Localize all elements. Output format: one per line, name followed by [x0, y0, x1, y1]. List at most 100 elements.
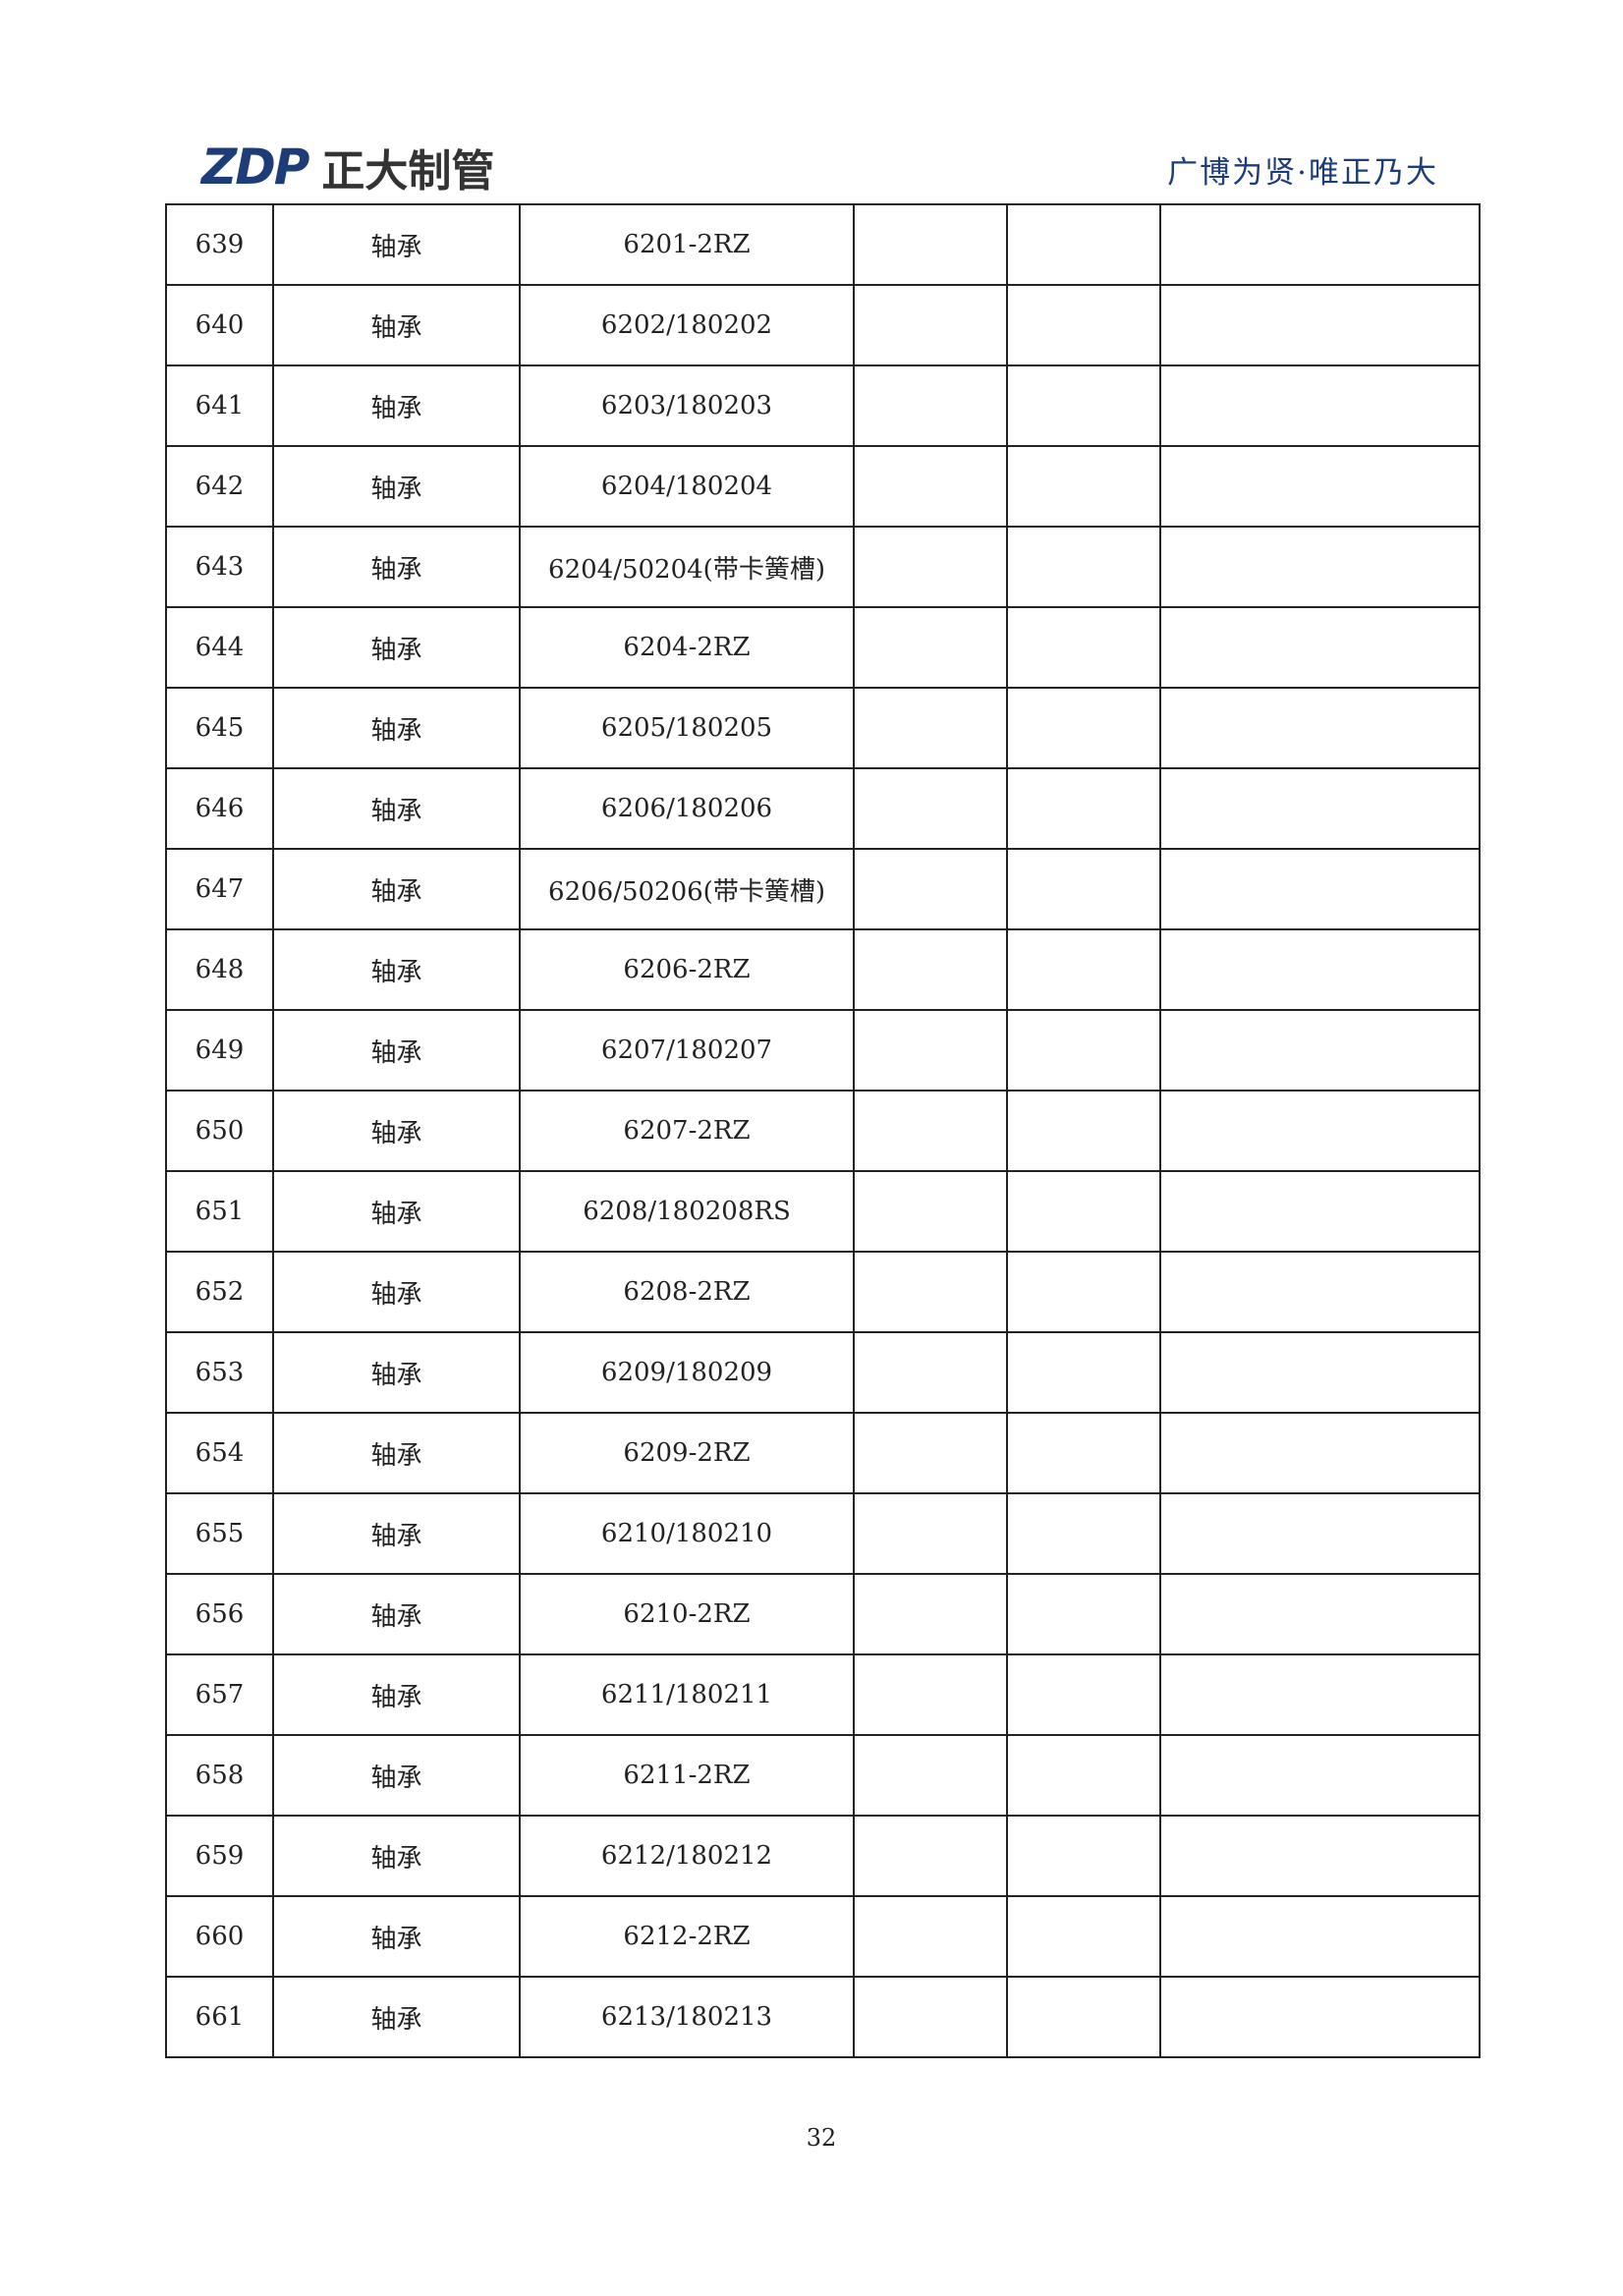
table-row: 658 轴承 6211-2RZ — [165, 1734, 1481, 1817]
slogan: 广博为贤·唯正乃大 — [1167, 155, 1438, 191]
item-model: 6213/180213 — [519, 1976, 855, 2058]
empty-cell — [1006, 526, 1161, 608]
item-number: 650 — [165, 1090, 274, 1172]
item-number: 647 — [165, 848, 274, 930]
table-row: 640 轴承 6202/180202 — [165, 284, 1481, 366]
empty-cell — [1159, 1653, 1481, 1736]
empty-cell — [1006, 1976, 1161, 2058]
table-row: 655 轴承 6210/180210 — [165, 1492, 1481, 1575]
item-name: 轴承 — [272, 1090, 521, 1172]
table-row: 643 轴承 6204/50204(带卡簧槽) — [165, 526, 1481, 608]
item-number: 656 — [165, 1573, 274, 1655]
empty-cell — [1006, 767, 1161, 850]
empty-cell — [1006, 1492, 1161, 1575]
empty-cell — [1006, 1815, 1161, 1897]
item-number: 644 — [165, 606, 274, 689]
item-number: 659 — [165, 1815, 274, 1897]
item-model: 6210-2RZ — [519, 1573, 855, 1655]
table-row: 660 轴承 6212-2RZ — [165, 1895, 1481, 1978]
empty-cell — [853, 364, 1008, 447]
empty-cell — [1159, 1170, 1481, 1253]
empty-cell — [1006, 364, 1161, 447]
empty-cell — [1159, 1815, 1481, 1897]
empty-cell — [1159, 606, 1481, 689]
empty-cell — [1159, 1895, 1481, 1978]
item-number: 658 — [165, 1734, 274, 1817]
empty-cell — [853, 1653, 1008, 1736]
logo-text: 正大制管 — [321, 146, 495, 196]
table-body: 639 轴承 6201-2RZ 640 轴承 6202/180202 641 轴承 6203/1… — [165, 203, 1481, 2058]
page-number: 32 — [806, 2124, 837, 2152]
empty-cell — [1159, 364, 1481, 447]
table-row: 659 轴承 6212/180212 — [165, 1815, 1481, 1897]
empty-cell — [1006, 606, 1161, 689]
item-name: 轴承 — [272, 1653, 521, 1736]
item-number: 661 — [165, 1976, 274, 2058]
table-row: 654 轴承 6209-2RZ — [165, 1412, 1481, 1494]
table-row: 646 轴承 6206/180206 — [165, 767, 1481, 850]
item-name: 轴承 — [272, 1170, 521, 1253]
item-model: 6208/180208RS — [519, 1170, 855, 1253]
empty-cell — [1159, 284, 1481, 366]
item-number: 642 — [165, 445, 274, 528]
empty-cell — [1006, 687, 1161, 769]
item-name: 轴承 — [272, 284, 521, 366]
empty-cell — [853, 1090, 1008, 1172]
item-model: 6204/180204 — [519, 445, 855, 528]
empty-cell — [1159, 928, 1481, 1011]
table-row: 657 轴承 6211/180211 — [165, 1653, 1481, 1736]
table-row: 645 轴承 6205/180205 — [165, 687, 1481, 769]
item-model: 6209/180209 — [519, 1331, 855, 1414]
empty-cell — [1159, 203, 1481, 286]
item-number: 657 — [165, 1653, 274, 1736]
item-name: 轴承 — [272, 1412, 521, 1494]
item-number: 654 — [165, 1412, 274, 1494]
table-row: 652 轴承 6208-2RZ — [165, 1251, 1481, 1333]
item-model: 6202/180202 — [519, 284, 855, 366]
empty-cell — [853, 1251, 1008, 1333]
empty-cell — [853, 1492, 1008, 1575]
item-model: 6210/180210 — [519, 1492, 855, 1575]
item-model: 6204-2RZ — [519, 606, 855, 689]
item-name: 轴承 — [272, 445, 521, 528]
empty-cell — [1006, 1734, 1161, 1817]
item-name: 轴承 — [272, 1895, 521, 1978]
empty-cell — [853, 1734, 1008, 1817]
empty-cell — [853, 928, 1008, 1011]
table-row: 641 轴承 6203/180203 — [165, 364, 1481, 447]
empty-cell — [1006, 445, 1161, 528]
empty-cell — [853, 1170, 1008, 1253]
empty-cell — [1006, 1331, 1161, 1414]
empty-cell — [1159, 1090, 1481, 1172]
empty-cell — [853, 1976, 1008, 2058]
item-name: 轴承 — [272, 1976, 521, 2058]
item-name: 轴承 — [272, 687, 521, 769]
item-name: 轴承 — [272, 1251, 521, 1333]
item-model: 6206/180206 — [519, 767, 855, 850]
empty-cell — [1159, 1492, 1481, 1575]
empty-cell — [1159, 1412, 1481, 1494]
item-number: 660 — [165, 1895, 274, 1978]
item-name: 轴承 — [272, 1573, 521, 1655]
empty-cell — [853, 848, 1008, 930]
logo-mark: ZDP — [201, 139, 309, 196]
empty-cell — [853, 1412, 1008, 1494]
item-number: 646 — [165, 767, 274, 850]
item-name: 轴承 — [272, 1009, 521, 1092]
item-model: 6211/180211 — [519, 1653, 855, 1736]
empty-cell — [853, 203, 1008, 286]
item-name: 轴承 — [272, 364, 521, 447]
item-name: 轴承 — [272, 1331, 521, 1414]
item-model: 6212/180212 — [519, 1815, 855, 1897]
item-model: 6209-2RZ — [519, 1412, 855, 1494]
empty-cell — [1159, 445, 1481, 528]
table-row: 650 轴承 6207-2RZ — [165, 1090, 1481, 1172]
empty-cell — [1159, 1573, 1481, 1655]
parts-table: 639 轴承 6201-2RZ 640 轴承 6202/180202 641 轴承 6203/1… — [165, 203, 1481, 2058]
table-row: 651 轴承 6208/180208RS — [165, 1170, 1481, 1253]
table-row: 644 轴承 6204-2RZ — [165, 606, 1481, 689]
empty-cell — [1159, 1009, 1481, 1092]
empty-cell — [1006, 1653, 1161, 1736]
